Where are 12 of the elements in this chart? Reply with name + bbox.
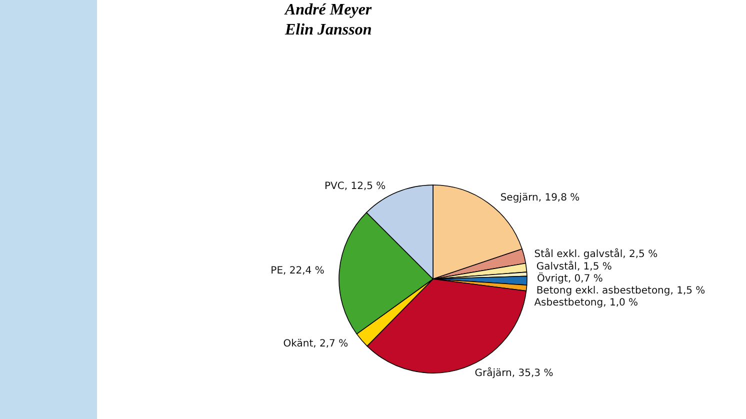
slice-label: PE, 22,4 % <box>270 265 324 276</box>
text: Elin Jansson <box>284 22 372 38</box>
slice-label: Segjärn, 19,8 % <box>500 192 580 204</box>
slice-label: Betong exkl. asbestbetong, 1,5 % <box>536 285 706 296</box>
slice-label: Övrigt, 0,7 % <box>537 271 603 284</box>
slice-label: Asbestbetong, 1,0 % <box>534 297 638 308</box>
slice-label: Okänt, 2,7 % <box>283 338 348 350</box>
slice-label: Stål exkl. galvstål, 2,5 % <box>534 248 658 260</box>
slice-label: Gråjärn, 35,3 % <box>474 366 554 379</box>
text: André Meyer <box>284 2 372 18</box>
slice-label: Galvstål, 1,5 % <box>536 260 612 272</box>
slice-label: PVC, 12,5 % <box>324 181 386 192</box>
